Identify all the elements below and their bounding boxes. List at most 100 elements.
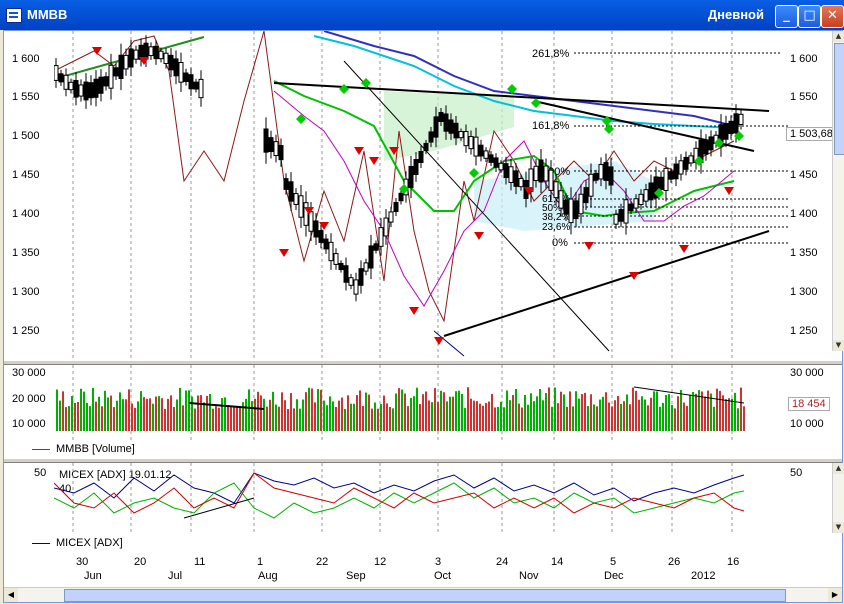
- fib-label: 161,8%: [532, 120, 570, 132]
- volume-bar: [314, 402, 316, 431]
- sell-marker: [524, 187, 534, 195]
- day-label: 5: [610, 556, 617, 568]
- minimize-button[interactable]: _: [775, 5, 798, 28]
- candle-body: [593, 172, 599, 181]
- volume-bar: [491, 393, 493, 431]
- buy-marker: [361, 78, 371, 88]
- candle-body: [83, 81, 89, 101]
- volume-bar: [281, 392, 283, 431]
- volume-bar: [158, 396, 160, 431]
- adx-header: MICEX [ADX] 19.01.12: [59, 469, 172, 481]
- sell-marker: [474, 232, 484, 240]
- volume-bar: [77, 401, 79, 431]
- volume-bar: [107, 397, 109, 431]
- volume-bar: [362, 406, 364, 431]
- volume-bar: [416, 387, 418, 431]
- fib-label: 23,6%: [542, 222, 570, 233]
- volume-bar: [119, 392, 121, 431]
- scroll-left-icon[interactable]: ◀: [4, 588, 18, 602]
- buy-marker: [469, 168, 479, 178]
- candle-body: [548, 169, 554, 191]
- price-pane[interactable]: 1 600 1 550 1 500 1 450 1 400 1 350 1 30…: [4, 31, 844, 359]
- volume-bar: [59, 400, 61, 431]
- volume-bar: [623, 401, 625, 431]
- candle-body: [118, 54, 124, 79]
- candle-body: [303, 202, 309, 226]
- chart-window-icon[interactable]: [6, 8, 22, 23]
- di-minus-line: [54, 472, 745, 514]
- fib-label: 0%: [552, 237, 568, 249]
- timeframe-label[interactable]: Дневной: [707, 7, 764, 22]
- scroll-up-icon[interactable]: ▲: [833, 31, 844, 42]
- candle-body: [513, 170, 519, 187]
- volume-bar: [512, 395, 514, 431]
- sell-marker: [92, 47, 102, 55]
- volume-bar: [401, 389, 403, 431]
- candle-body: [128, 48, 134, 68]
- close-button[interactable]: ✕: [821, 5, 844, 28]
- volume-bar: [479, 403, 481, 431]
- date-axis[interactable]: 30 20 11 1 22 12 3 24 14 5 26 16 Jun Jul…: [54, 554, 790, 584]
- price-chart[interactable]: 261,8% 161,8% 100% 61,8% 50% 38,2% 23,6%…: [54, 31, 790, 359]
- candle-body: [718, 124, 724, 147]
- candle-body: [373, 243, 379, 251]
- volume-bar: [125, 399, 127, 431]
- sell-marker: [724, 187, 734, 195]
- volume-bar: [584, 392, 586, 431]
- volume-bar: [404, 393, 406, 431]
- volume-bar: [149, 398, 151, 431]
- legend-swatch: [32, 542, 50, 544]
- pane-divider[interactable]: [4, 360, 842, 365]
- month-label: Nov: [519, 570, 539, 582]
- adx-scrollbar[interactable]: ▲ ▼: [832, 463, 844, 533]
- candle-body: [463, 131, 469, 147]
- volume-chart[interactable]: [54, 365, 790, 440]
- candle-body: [703, 140, 709, 155]
- scroll-down-icon[interactable]: ▼: [833, 522, 844, 533]
- adx-chart[interactable]: [54, 463, 790, 533]
- candlesticks[interactable]: [54, 35, 744, 302]
- volume-bar: [632, 387, 634, 431]
- maximize-button[interactable]: □: [798, 5, 821, 28]
- volume-bar: [263, 398, 265, 431]
- volume-bar: [278, 406, 280, 431]
- scroll-thumb[interactable]: [64, 589, 786, 602]
- scroll-up-icon[interactable]: ▲: [833, 463, 844, 474]
- adx-pane[interactable]: 50 50 MICEX [ADX] 19.01.12 40 ▲ ▼ MICEX …: [4, 463, 844, 551]
- candle-body: [573, 200, 579, 220]
- price-label: 1 400: [12, 208, 40, 220]
- candle-body: [333, 253, 339, 265]
- horizontal-scrollbar[interactable]: ◀ ▶: [4, 587, 842, 602]
- volume-pane[interactable]: 30 000 20 000 10 000 30 000 18 454 10 00…: [4, 365, 842, 457]
- cyan-line: [313, 35, 735, 129]
- candle-body: [458, 131, 464, 139]
- candle-body: [313, 220, 319, 238]
- volume-bar: [578, 398, 580, 431]
- last-volume-badge: 18 454: [788, 397, 830, 411]
- volume-bar: [719, 390, 721, 431]
- candle-body: [378, 227, 384, 247]
- pane-divider[interactable]: [4, 458, 842, 463]
- volume-bar: [353, 403, 355, 431]
- volume-bar: [62, 391, 64, 431]
- blue-line: [323, 31, 735, 127]
- volume-bar: [689, 394, 691, 431]
- scroll-down-icon[interactable]: ▼: [833, 340, 844, 351]
- candle-body: [518, 178, 524, 188]
- scroll-right-icon[interactable]: ▶: [828, 588, 842, 602]
- candle-body: [668, 171, 674, 180]
- volume-bar: [86, 402, 88, 431]
- volume-bar: [122, 399, 124, 431]
- candle-body: [173, 58, 179, 77]
- price-scrollbar[interactable]: ▲ ▼: [832, 31, 844, 351]
- volume-bar: [422, 394, 424, 431]
- volume-bar: [671, 404, 673, 431]
- volume-bar: [311, 388, 313, 431]
- chart-frame: 1 600 1 550 1 500 1 450 1 400 1 350 1 30…: [3, 30, 844, 603]
- volume-bar: [494, 407, 496, 431]
- scroll-thumb[interactable]: [834, 43, 844, 155]
- month-label: Sep: [346, 570, 366, 582]
- volume-bar: [542, 400, 544, 431]
- candle-body: [133, 49, 139, 60]
- candle-body: [103, 76, 109, 87]
